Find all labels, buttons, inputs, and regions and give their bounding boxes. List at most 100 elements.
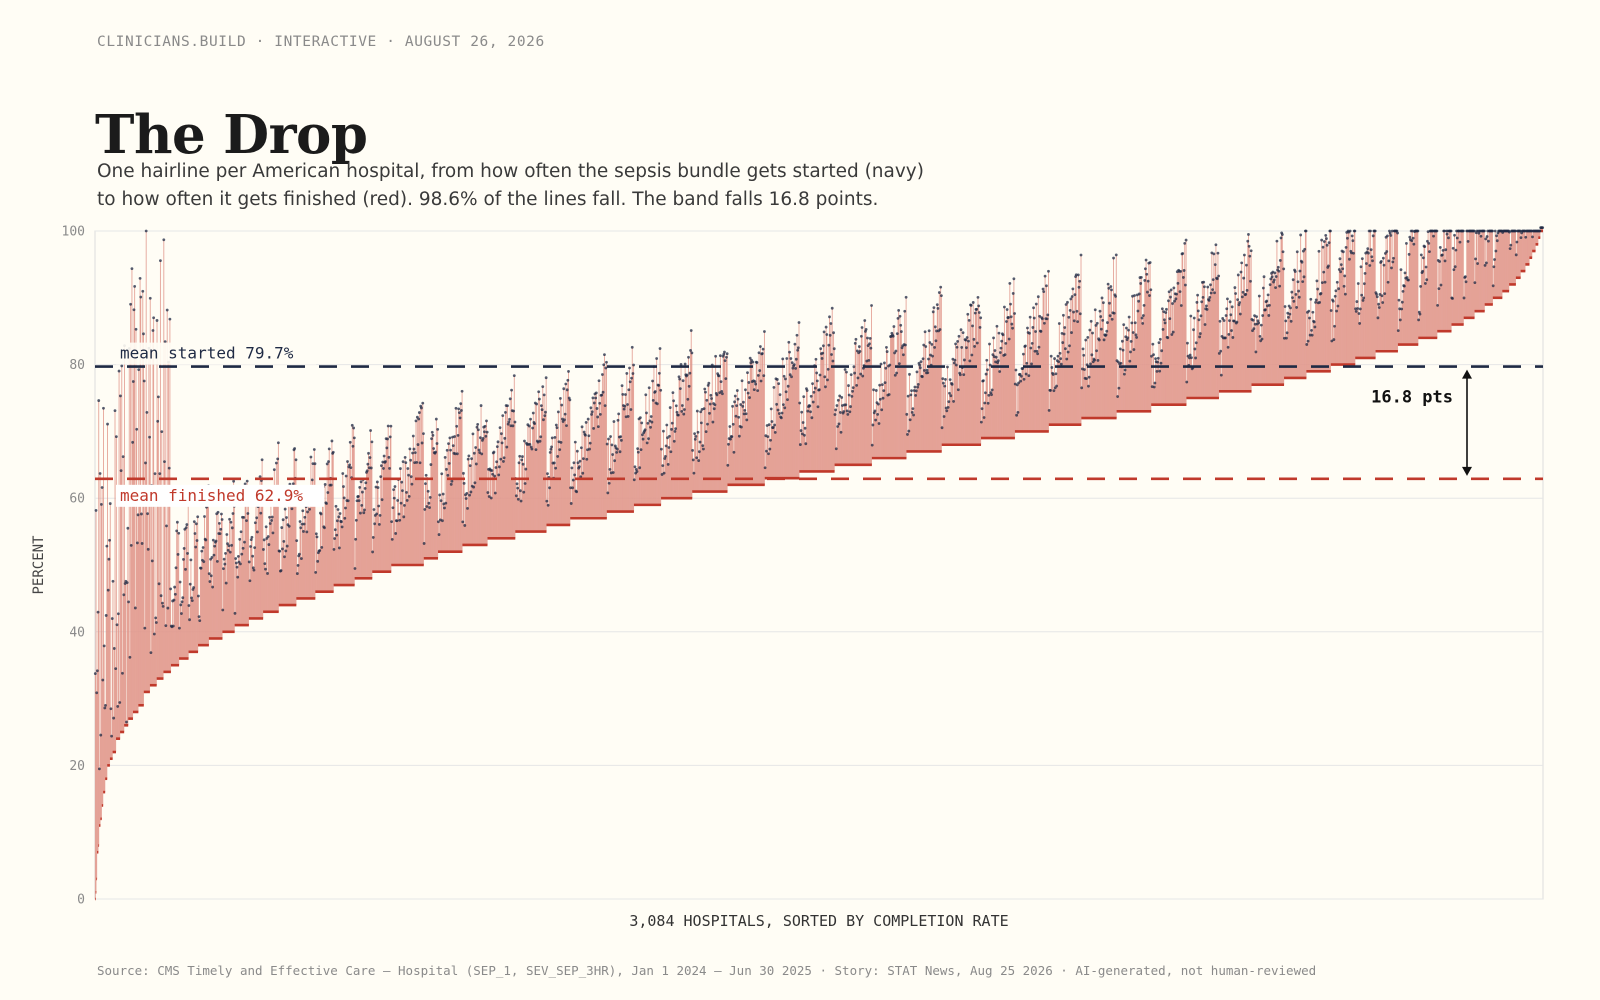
started-dot bbox=[663, 457, 667, 460]
started-dot bbox=[1308, 333, 1312, 337]
started-dot bbox=[472, 451, 476, 455]
y-axis-label: PERCENT bbox=[31, 535, 47, 595]
started-dot bbox=[410, 482, 414, 486]
started-dot bbox=[1295, 306, 1298, 309]
started-dot bbox=[556, 455, 560, 458]
started-dot bbox=[154, 616, 158, 620]
started-dot bbox=[788, 350, 791, 354]
started-dot bbox=[1150, 354, 1153, 358]
started-dot bbox=[1407, 252, 1411, 256]
started-dot bbox=[137, 368, 141, 372]
started-dot bbox=[867, 358, 871, 362]
started-dot bbox=[1151, 342, 1155, 346]
started-dot bbox=[326, 491, 330, 494]
started-dot bbox=[1140, 316, 1144, 320]
started-dot bbox=[541, 385, 545, 389]
started-dot bbox=[1370, 255, 1374, 259]
started-dot bbox=[392, 488, 396, 492]
started-dot bbox=[428, 495, 432, 499]
started-dot bbox=[978, 325, 982, 329]
started-dot bbox=[576, 461, 580, 465]
started-dot bbox=[859, 334, 863, 338]
started-dot bbox=[678, 387, 682, 390]
started-dot bbox=[931, 354, 934, 358]
started-dot bbox=[662, 471, 666, 475]
started-dot bbox=[263, 562, 267, 565]
started-dot bbox=[1154, 357, 1157, 360]
started-dot bbox=[688, 371, 692, 375]
started-dot bbox=[871, 423, 875, 427]
started-dot bbox=[157, 582, 161, 586]
started-dot bbox=[178, 580, 182, 584]
started-dot bbox=[1317, 249, 1321, 253]
started-dot bbox=[645, 411, 648, 415]
started-dot bbox=[1268, 283, 1272, 287]
started-dot bbox=[1055, 384, 1059, 388]
started-dot bbox=[443, 455, 447, 459]
started-dot bbox=[476, 428, 480, 432]
started-dot bbox=[417, 417, 421, 421]
started-dot bbox=[754, 382, 758, 386]
started-dot bbox=[613, 459, 617, 463]
started-dot bbox=[549, 447, 553, 451]
started-dot bbox=[718, 391, 722, 394]
started-dot bbox=[368, 456, 372, 459]
started-dot bbox=[772, 385, 776, 389]
started-dot bbox=[770, 420, 774, 423]
started-dot bbox=[985, 358, 989, 362]
started-dot bbox=[424, 473, 428, 477]
started-dot bbox=[524, 467, 528, 471]
started-dot bbox=[850, 394, 854, 398]
started-dot bbox=[437, 533, 441, 536]
started-dot bbox=[340, 525, 344, 529]
started-dot bbox=[1380, 294, 1384, 298]
started-dot bbox=[1093, 358, 1096, 362]
started-dot bbox=[997, 331, 1001, 335]
started-dot bbox=[194, 545, 198, 549]
started-dot bbox=[1143, 279, 1147, 282]
started-dot bbox=[984, 372, 988, 376]
started-dot bbox=[782, 374, 786, 378]
started-dot bbox=[1267, 314, 1271, 317]
started-dot bbox=[752, 388, 756, 391]
started-dot bbox=[1097, 338, 1101, 342]
started-dot bbox=[784, 377, 787, 381]
started-dot bbox=[640, 421, 644, 425]
started-dot bbox=[518, 454, 522, 458]
started-dot bbox=[1247, 233, 1250, 236]
started-dot bbox=[1273, 271, 1277, 275]
started-dot bbox=[1266, 293, 1270, 297]
started-dot bbox=[882, 389, 886, 392]
started-dot bbox=[853, 371, 856, 375]
started-dot bbox=[156, 419, 160, 423]
started-dot bbox=[272, 468, 276, 472]
started-dot bbox=[773, 430, 777, 434]
started-dot bbox=[1096, 359, 1100, 362]
started-dot bbox=[563, 418, 566, 422]
started-dot bbox=[100, 486, 104, 489]
started-dot bbox=[407, 494, 411, 498]
started-dot bbox=[540, 408, 544, 412]
started-dot bbox=[196, 594, 200, 598]
started-dot bbox=[704, 390, 707, 394]
started-dot bbox=[1268, 303, 1271, 307]
started-dot bbox=[327, 460, 330, 463]
started-dot bbox=[773, 423, 776, 427]
started-dot bbox=[1356, 282, 1360, 285]
started-dot bbox=[184, 567, 187, 571]
started-dot bbox=[1472, 229, 1476, 233]
started-dot bbox=[1200, 300, 1204, 304]
started-dot bbox=[1215, 277, 1219, 281]
started-dot bbox=[1466, 239, 1470, 243]
started-dot bbox=[247, 560, 251, 564]
started-dot bbox=[742, 400, 745, 404]
started-dot bbox=[504, 410, 507, 414]
started-dot bbox=[359, 480, 363, 484]
started-dot bbox=[979, 420, 983, 424]
started-dot bbox=[927, 357, 930, 361]
started-dot bbox=[98, 767, 101, 771]
started-dot bbox=[1344, 245, 1348, 249]
started-dot bbox=[1412, 242, 1416, 246]
started-dot bbox=[910, 410, 914, 414]
started-dot bbox=[567, 370, 570, 373]
